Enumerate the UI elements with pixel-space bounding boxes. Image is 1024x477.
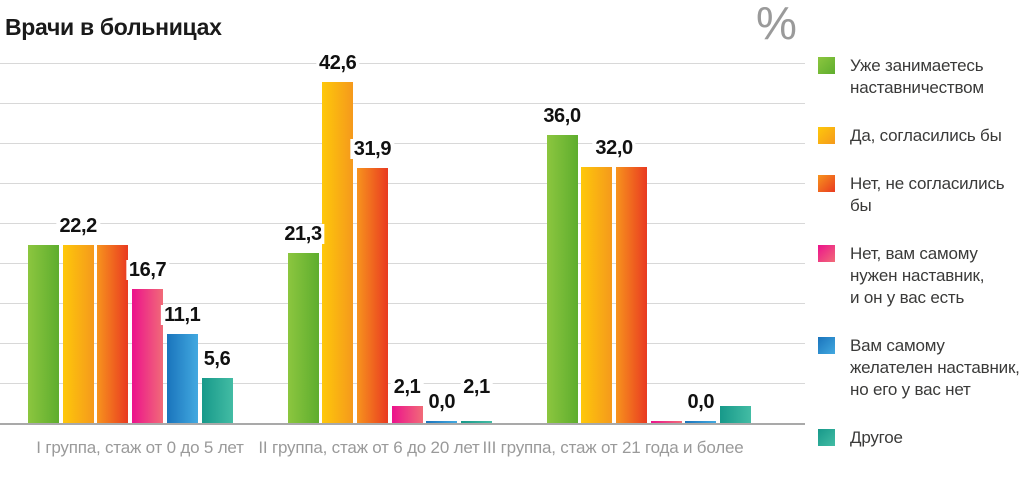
plot-area: 22,2 16,7 11,1 5,6 21,3 42,6 31,9 2,1 0,0 2,1 36,0… xyxy=(0,53,805,457)
bar-series-4-group-2 xyxy=(685,421,717,423)
value-label: 42,6 xyxy=(316,53,360,74)
percent-unit-symbol: % xyxy=(756,0,797,49)
gridline xyxy=(0,63,805,64)
legend-swatch-icon xyxy=(818,127,835,144)
value-label: 31,9 xyxy=(350,138,395,159)
bar-series-5-group-0 xyxy=(201,378,233,423)
legend-swatch-icon xyxy=(818,337,835,354)
bar-series-0-group-0 xyxy=(28,245,59,423)
bar-series-5-group-1 xyxy=(461,421,492,423)
gridline xyxy=(0,303,805,304)
legend-item: Нет, вам самому нужен наставник, и он у ва… xyxy=(818,243,1022,309)
legend-swatch-icon xyxy=(818,245,835,262)
gridline xyxy=(0,143,805,144)
legend-label: Нет, вам самому нужен наставник, и он у ва… xyxy=(850,244,985,307)
value-label: 2,1 xyxy=(460,377,493,398)
value-label: 36,0 xyxy=(540,106,584,126)
value-label: 16,7 xyxy=(125,260,170,281)
bar-series-4-group-1 xyxy=(426,421,458,423)
bar-series-0-group-1 xyxy=(287,252,319,423)
value-label: 2,1 xyxy=(390,377,424,398)
bar-series-1-group-2 xyxy=(581,167,613,423)
bar-series-2-group-1 xyxy=(356,167,388,423)
bar-series-2-group-0 xyxy=(97,245,129,423)
gridline xyxy=(0,343,805,344)
legend-label: Нет, не согласились бы xyxy=(850,174,1005,215)
chart-title: Врачи в больницах xyxy=(5,14,222,40)
bar-series-1-group-1 xyxy=(322,82,354,423)
bar-series-3-group-0 xyxy=(132,289,164,423)
gridline xyxy=(0,183,805,184)
legend-item: Нет, не согласились бы xyxy=(818,173,1022,217)
bar-series-4-group-0 xyxy=(166,334,198,423)
bar-series-1-group-0 xyxy=(62,245,94,423)
legend-item: Вам самому желателен наставник, но его у в… xyxy=(818,335,1022,401)
value-label: 5,6 xyxy=(200,349,234,370)
category-label: III группа, стаж от 21 года и более xyxy=(482,438,744,457)
value-label: 0,0 xyxy=(425,392,459,412)
legend-swatch-icon xyxy=(818,57,835,74)
legend-label: Да, согласились бы xyxy=(850,126,1002,145)
category-label: I группа, стаж от 0 до 5 лет xyxy=(36,438,244,457)
legend-swatch-icon xyxy=(818,175,835,192)
legend-label: Другое xyxy=(850,428,903,447)
x-axis-baseline xyxy=(0,423,805,425)
category-label: II группа, стаж от 6 до 20 лет xyxy=(258,438,480,457)
legend-label: Вам самому желателен наставник, но его у в… xyxy=(850,336,1020,399)
value-label: 32,0 xyxy=(592,138,636,158)
legend-item: Уже занимаетесь наставничеством xyxy=(818,55,1022,99)
value-label: 11,1 xyxy=(161,305,204,326)
legend-item: Да, согласились бы xyxy=(818,125,1022,147)
bar-series-3-group-1 xyxy=(391,406,423,423)
chart-legend: Уже занимаетесь наставничеством Да, соглас… xyxy=(818,55,1022,449)
legend-label: Уже занимаетесь наставничеством xyxy=(850,56,984,97)
bar-series-5-group-2 xyxy=(720,406,751,423)
legend-item: Другое xyxy=(818,427,1022,449)
value-label: 0,0 xyxy=(684,392,718,412)
gridline xyxy=(0,103,805,104)
value-label: 21,3 xyxy=(281,223,325,244)
gridline xyxy=(0,223,805,224)
gridline xyxy=(0,263,805,264)
value-label: 22,2 xyxy=(56,216,100,237)
bar-series-0-group-2 xyxy=(546,135,578,423)
bar-series-2-group-2 xyxy=(615,167,647,423)
legend-swatch-icon xyxy=(818,429,835,446)
bar-series-3-group-2 xyxy=(650,421,682,423)
